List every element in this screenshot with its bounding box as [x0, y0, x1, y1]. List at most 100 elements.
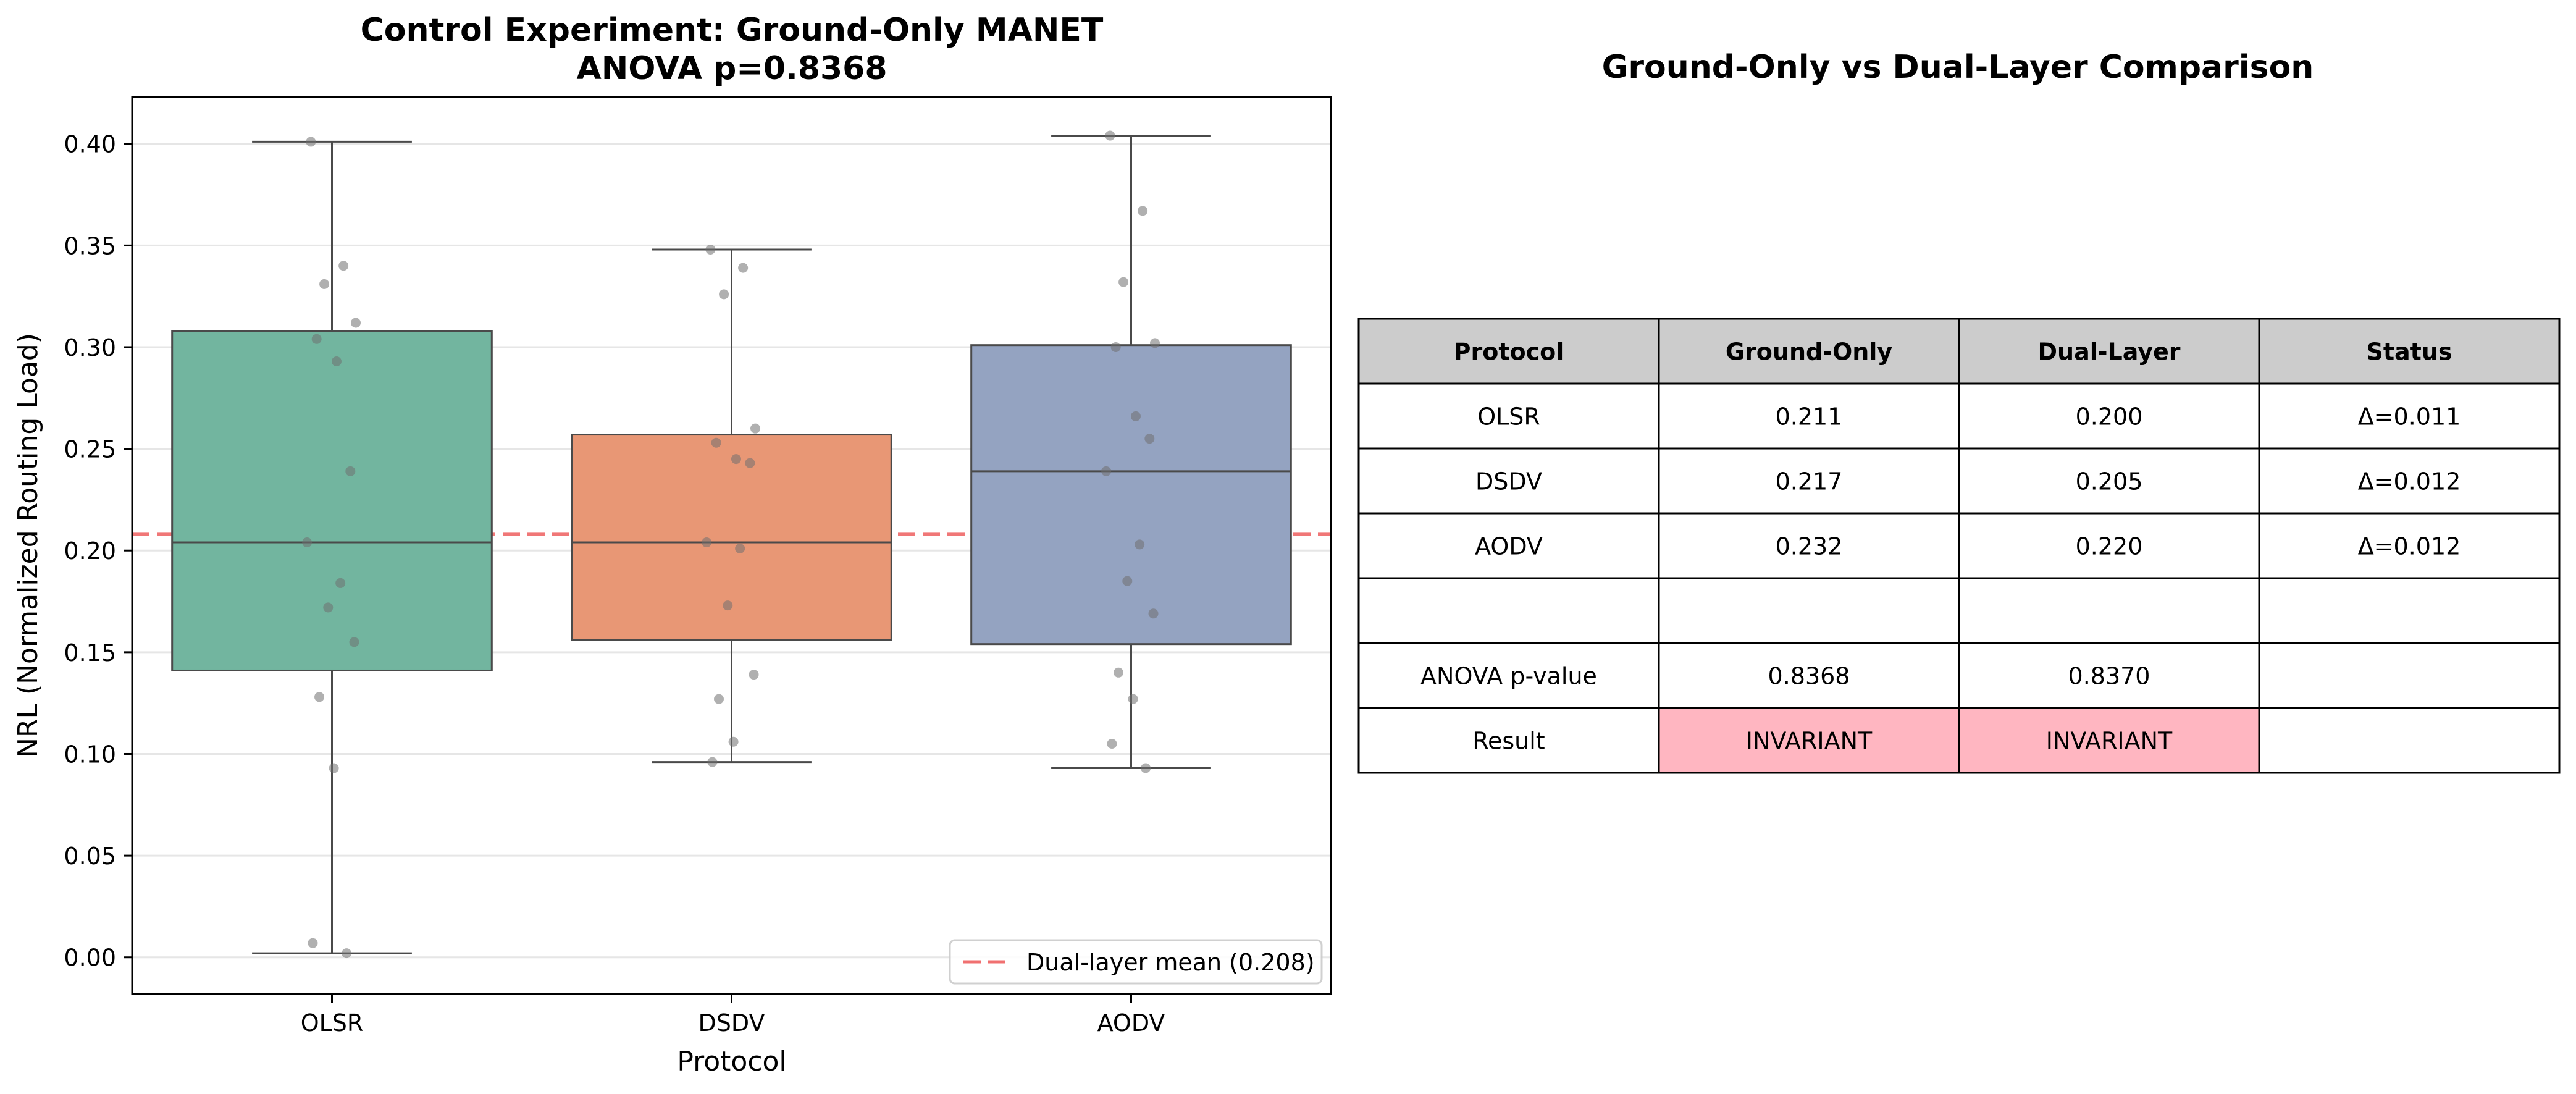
data-point: [1114, 667, 1124, 678]
y-axis-ticks: 0.00 0.05 0.10 0.15 0.20 0.25 0.30 0.35 0.40: [64, 131, 132, 972]
comparison-panel: Ground-Only vs Dual-Layer Comparison Pro…: [1357, 49, 2561, 774]
table-cell-value: 0.211: [1776, 403, 1843, 431]
boxplot-title: Control Experiment: Ground-Only MANET: [361, 12, 1104, 49]
table-cell: [1357, 642, 1660, 709]
table-cell: [1658, 642, 1960, 709]
y-tick-label: 0.15: [64, 639, 116, 667]
data-point: [345, 466, 356, 476]
table-cell-value: OLSR: [1477, 403, 1540, 431]
table-header-label: Status: [2366, 339, 2452, 366]
legend: Dual-layer mean (0.208): [949, 939, 1323, 985]
table-cell-value: ANOVA p-value: [1420, 663, 1597, 690]
iqr-box: [970, 344, 1292, 646]
table-cell: [1357, 382, 1660, 450]
data-point: [714, 694, 724, 704]
y-tick-label: 0.00: [64, 945, 116, 972]
table-cell-value: DSDV: [1475, 468, 1542, 495]
table-cell-value: 0.200: [2076, 403, 2143, 431]
table-cell-value: Δ=0.011: [2358, 403, 2461, 431]
data-point: [338, 261, 349, 271]
table-cell: [1958, 447, 2260, 515]
data-point: [342, 948, 352, 959]
data-point: [738, 263, 749, 273]
data-point: [302, 537, 313, 548]
y-tick-label: 0.05: [64, 843, 116, 870]
data-point: [1135, 539, 1145, 550]
data-point: [1118, 277, 1129, 287]
table-cell: [2258, 447, 2561, 515]
x-tick-label: OLSR: [301, 1009, 364, 1037]
box-aodv: [970, 135, 1292, 770]
table-cell-value: AODV: [1475, 533, 1543, 560]
table-cell: [1357, 577, 1660, 644]
data-point: [329, 763, 339, 773]
table-cell-value: 0.217: [1776, 468, 1843, 495]
data-point: [331, 356, 342, 367]
table-row: Result INVARIANT INVARIANT: [1357, 707, 2561, 774]
data-point: [728, 736, 739, 747]
table-cell: [2258, 382, 2561, 450]
table-row: OLSR 0.211 0.200 Δ=0.011: [1357, 382, 2561, 450]
table-cell: [1958, 318, 2260, 385]
y-tick-label: 0.30: [64, 334, 116, 361]
table-header-label: Ground-Only: [1726, 339, 1892, 366]
data-point: [1101, 466, 1112, 476]
data-point: [349, 637, 359, 647]
table-header-label: Dual-Layer: [2037, 339, 2180, 366]
data-point: [735, 543, 745, 553]
table-cell: [1357, 447, 1660, 515]
data-point: [314, 692, 325, 702]
data-point: [1141, 763, 1151, 773]
data-point: [711, 437, 721, 448]
table-cell-value: Result: [1472, 728, 1545, 755]
data-point: [731, 454, 741, 465]
box-dsdv: [571, 248, 892, 764]
table-title: Ground-Only vs Dual-Layer Comparison: [1602, 49, 2314, 86]
table-row: ANOVA p-value 0.8368 0.8370: [1357, 642, 2561, 709]
data-point: [335, 578, 346, 588]
table-cell: [2258, 577, 2561, 644]
data-point: [323, 602, 334, 613]
x-tick-label: AODV: [1097, 1009, 1165, 1037]
table-row: DSDV 0.217 0.205 Δ=0.012: [1357, 447, 2561, 515]
boxplot-subtitle: ANOVA p=0.8368: [576, 50, 887, 87]
y-axis-label: NRL (Normalized Routing Load): [12, 333, 44, 758]
table-cell-value: 0.8368: [1768, 663, 1850, 690]
legend-box: [949, 939, 1323, 985]
data-point: [1107, 739, 1117, 749]
x-axis-label: Protocol: [677, 1046, 786, 1077]
data-point: [1105, 130, 1115, 141]
data-point: [306, 137, 316, 147]
box-olsr: [171, 140, 493, 954]
table-cell-value: INVARIANT: [2046, 728, 2173, 755]
table-header-label: Protocol: [1454, 339, 1564, 366]
data-point: [319, 279, 330, 289]
data-point: [749, 670, 759, 680]
y-tick-label: 0.35: [64, 232, 116, 259]
y-tick-label: 0.40: [64, 131, 116, 158]
data-point: [1128, 694, 1138, 704]
data-point: [707, 757, 718, 767]
data-point: [1130, 411, 1141, 421]
table-cell-value: 0.232: [1776, 533, 1843, 560]
y-tick-label: 0.20: [64, 537, 116, 565]
x-axis-ticks: OLSR DSDV AODV: [301, 994, 1165, 1037]
table-cell-value: 0.205: [2076, 468, 2143, 495]
comparison-table: Protocol Ground-Only Dual-Layer Status OLSR 0…: [1357, 318, 2561, 774]
table-cell: [1958, 707, 2260, 774]
data-point: [750, 423, 761, 434]
data-point: [1150, 338, 1160, 348]
boxes-group: [171, 135, 1292, 954]
table-cell-value: 0.220: [2076, 533, 2143, 560]
data-point: [1144, 434, 1155, 444]
data-point: [1110, 342, 1121, 352]
data-point: [723, 600, 733, 611]
table-cell-value: 0.8370: [2068, 663, 2150, 690]
table-cell: [1958, 382, 2260, 450]
table-cell-value: Δ=0.012: [2358, 468, 2461, 495]
table-cell: [1357, 707, 1660, 774]
data-point: [351, 318, 361, 328]
table-cell: [2258, 512, 2561, 579]
data-point: [1138, 206, 1148, 216]
data-point: [719, 289, 729, 300]
